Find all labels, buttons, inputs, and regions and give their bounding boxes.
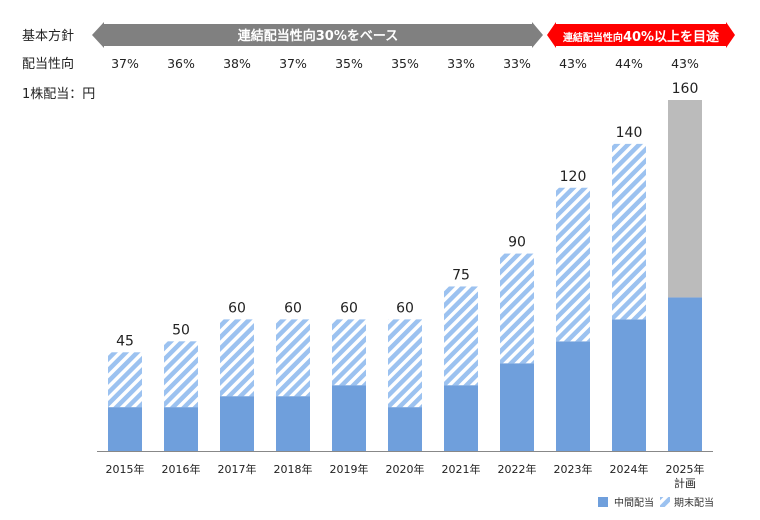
x-tick-label: 2016年 bbox=[162, 462, 201, 476]
bar-year-end-dividend bbox=[556, 187, 590, 342]
x-tick-label: 2017年 bbox=[218, 462, 257, 476]
x-tick-label: 2020年 bbox=[386, 462, 425, 476]
total-dividend-label: 120 bbox=[560, 169, 587, 185]
total-dividend-label: 45 bbox=[116, 333, 134, 349]
x-tick-label: 2021年 bbox=[442, 462, 481, 476]
x-tick-label: 2015年 bbox=[106, 462, 145, 476]
total-dividend-label: 60 bbox=[284, 300, 302, 316]
legend-label-year-end: 期末配当 bbox=[674, 496, 714, 509]
bar-interim-dividend bbox=[388, 407, 422, 451]
bar-year-end-dividend bbox=[500, 253, 534, 364]
payout-ratio-value: 36% bbox=[167, 56, 195, 71]
bar-year-end-dividend bbox=[388, 319, 422, 408]
policy-row-label: 基本方針 bbox=[22, 28, 74, 44]
bar-interim-dividend bbox=[220, 396, 254, 451]
total-dividend-label: 90 bbox=[508, 235, 526, 251]
policy-text-30: 連結配当性向30%をベース bbox=[238, 28, 398, 44]
payout-ratio-value: 35% bbox=[335, 56, 363, 71]
legend-label-interim: 中間配当 bbox=[614, 496, 654, 509]
x-tick-label: 2022年 bbox=[498, 462, 537, 476]
payout-ratio-value: 38% bbox=[223, 56, 251, 71]
x-tick-sublabel: 計画 bbox=[674, 476, 696, 490]
bar-year-end-dividend bbox=[276, 319, 310, 397]
bar-interim-dividend bbox=[332, 385, 366, 451]
total-dividend-label: 160 bbox=[672, 81, 699, 97]
bar-year-end-dividend bbox=[444, 286, 478, 386]
bar-interim-dividend bbox=[108, 407, 142, 451]
payout-ratio-value: 43% bbox=[671, 56, 699, 71]
bar-interim-dividend bbox=[612, 319, 646, 451]
payout-ratio-value: 33% bbox=[503, 56, 531, 71]
bar-year-end-dividend bbox=[164, 341, 198, 408]
x-tick-label: 2025年 bbox=[666, 462, 705, 476]
total-dividend-label: 75 bbox=[452, 267, 470, 283]
bar-interim-dividend bbox=[556, 341, 590, 451]
legend-swatch-year-end bbox=[660, 497, 670, 507]
bar-interim-dividend bbox=[164, 407, 198, 451]
x-tick-label: 2019年 bbox=[330, 462, 369, 476]
total-dividend-label: 60 bbox=[396, 300, 414, 316]
bar-year-end-dividend bbox=[332, 319, 366, 386]
bar-plan-remainder bbox=[668, 100, 702, 298]
total-dividend-label: 140 bbox=[616, 125, 643, 141]
total-dividend-label: 60 bbox=[340, 300, 358, 316]
payout-row-label: 配当性向 bbox=[22, 56, 74, 72]
bar-interim-dividend bbox=[500, 363, 534, 451]
bar-year-end-dividend bbox=[220, 319, 254, 397]
payout-ratio-value: 43% bbox=[559, 56, 587, 71]
payout-ratio-value: 44% bbox=[615, 56, 643, 71]
bar-year-end-dividend bbox=[612, 143, 646, 320]
payout-ratio-value: 33% bbox=[447, 56, 475, 71]
policy-arrow-red bbox=[547, 22, 735, 48]
total-dividend-label: 50 bbox=[172, 322, 190, 338]
payout-ratio-value: 35% bbox=[391, 56, 419, 71]
x-tick-label: 2023年 bbox=[554, 462, 593, 476]
payout-ratio-value: 37% bbox=[111, 56, 139, 71]
x-tick-label: 2018年 bbox=[274, 462, 313, 476]
bar-interim-dividend bbox=[444, 385, 478, 451]
unit-label: 1株配当：円 bbox=[22, 87, 95, 102]
x-tick-label: 2024年 bbox=[610, 462, 649, 476]
policy-arrow-gray bbox=[92, 22, 543, 48]
bar-interim-dividend bbox=[668, 297, 702, 451]
legend-swatch-interim bbox=[598, 497, 608, 507]
bar-year-end-dividend bbox=[108, 352, 142, 408]
bar-interim-dividend bbox=[276, 396, 310, 451]
total-dividend-label: 60 bbox=[228, 300, 246, 316]
policy-text-40: 連結配当性向40%以上を目途 bbox=[563, 29, 720, 45]
payout-ratio-value: 37% bbox=[279, 56, 307, 71]
